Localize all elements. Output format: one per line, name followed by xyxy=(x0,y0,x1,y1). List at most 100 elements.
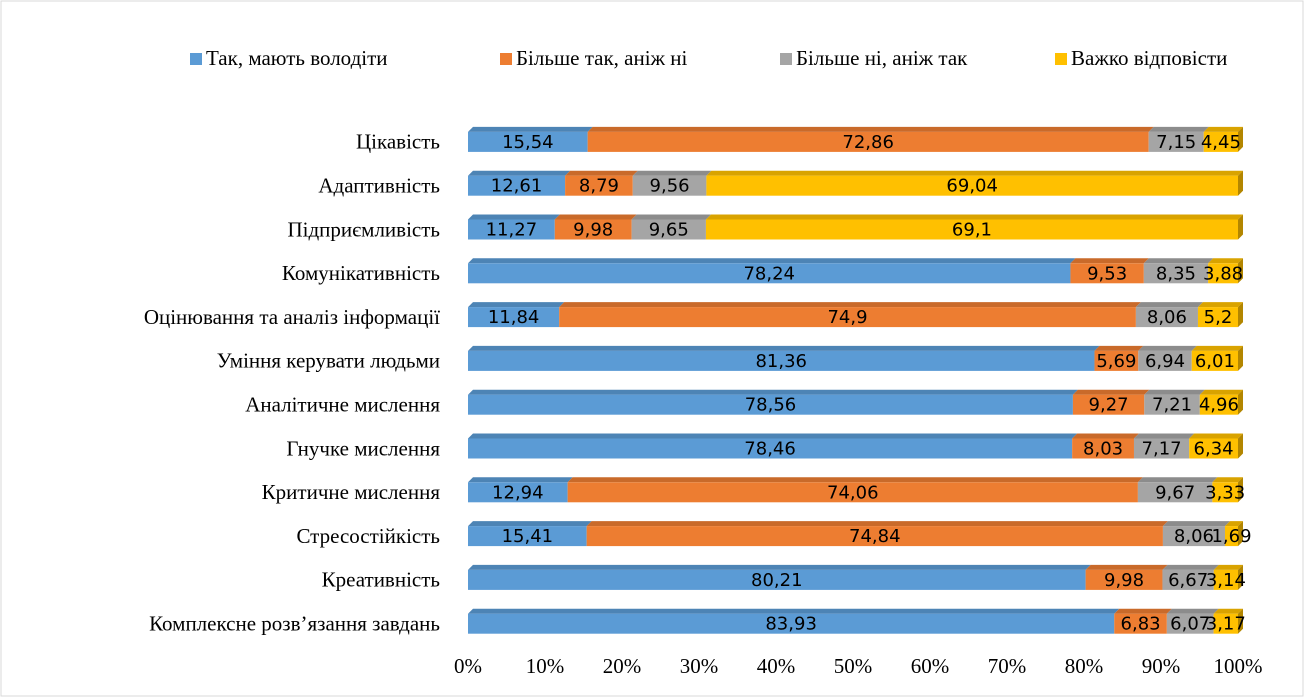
bar-segment xyxy=(632,170,712,196)
bar-front-face xyxy=(1191,350,1238,371)
bar-segment xyxy=(468,345,1100,371)
data-label: 8,06 xyxy=(1147,307,1187,328)
category-label: Підприємливість xyxy=(287,217,440,241)
bar-top-face xyxy=(468,126,593,132)
legend-swatch xyxy=(500,53,512,65)
bar-top-face xyxy=(468,389,1078,395)
bar-front-face xyxy=(706,175,1238,196)
bar-segment xyxy=(468,258,1076,284)
bar-front-face xyxy=(1208,263,1238,284)
bar-front-face xyxy=(1199,394,1238,415)
data-label: 9,98 xyxy=(573,220,613,241)
bar-segment xyxy=(1114,608,1172,634)
data-label: 8,03 xyxy=(1083,439,1123,460)
data-label: 9,27 xyxy=(1089,395,1129,416)
bar-side-face xyxy=(1238,214,1243,240)
data-label: 78,46 xyxy=(744,439,796,460)
data-label: 78,24 xyxy=(743,263,795,284)
bar-top-face xyxy=(468,608,1120,614)
data-label: 74,9 xyxy=(827,307,867,328)
data-label: 11,27 xyxy=(486,220,538,241)
data-label: 15,54 xyxy=(502,132,554,153)
x-tick-label: 0% xyxy=(454,654,482,678)
bar-front-face xyxy=(468,219,555,240)
bar-top-face xyxy=(567,477,1143,483)
data-label: 9,53 xyxy=(1087,263,1127,284)
bar-segment xyxy=(1162,564,1219,590)
bar-segment xyxy=(468,608,1120,634)
bar-top-face xyxy=(1213,608,1243,614)
bar-front-face xyxy=(1143,263,1209,284)
bar-side-face xyxy=(1238,126,1243,152)
category-label: Гнучке мислення xyxy=(286,436,440,460)
bar-side-face xyxy=(1238,302,1243,328)
data-label: 9,98 xyxy=(1104,570,1144,591)
bar-front-face xyxy=(1166,613,1214,634)
bar-side-face xyxy=(1238,477,1243,503)
x-tick-label: 10% xyxy=(526,654,565,678)
bar-front-face xyxy=(559,307,1136,328)
bar-segment xyxy=(468,389,1078,415)
bar-side-face xyxy=(1238,258,1243,284)
data-label: 9,56 xyxy=(650,176,690,197)
bar-top-face xyxy=(706,170,1243,176)
bar-segment xyxy=(706,170,1243,196)
bar-side-face xyxy=(1238,521,1243,547)
bar-front-face xyxy=(705,219,1238,240)
x-tick-label: 60% xyxy=(911,654,950,678)
bar-segment xyxy=(1135,302,1203,328)
x-tick-label: 100% xyxy=(1214,654,1263,678)
bar-segment xyxy=(705,214,1243,240)
bar-segment xyxy=(468,521,592,547)
bar-top-face xyxy=(586,521,1168,527)
data-label: 8,79 xyxy=(579,176,619,197)
bar-side-face xyxy=(1238,564,1243,590)
bar-front-face xyxy=(631,219,706,240)
data-label: 9,65 xyxy=(649,220,689,241)
bar-front-face xyxy=(1162,569,1214,590)
bar-front-face xyxy=(567,482,1138,503)
bar-top-face xyxy=(468,521,592,527)
bar-segment xyxy=(586,521,1168,547)
x-tick-label: 90% xyxy=(1142,654,1181,678)
bar-front-face xyxy=(468,131,588,152)
bar-top-face xyxy=(468,258,1076,264)
bar-side-face xyxy=(1238,389,1243,415)
bar-segment xyxy=(1085,564,1168,590)
data-label: 74,06 xyxy=(827,482,879,503)
legend-swatch xyxy=(1055,53,1067,65)
bar-segment xyxy=(1208,258,1243,284)
bar-front-face xyxy=(565,175,633,196)
bar-segment xyxy=(1143,258,1214,284)
legend-label: Більше так, аніж ні xyxy=(516,46,688,70)
category-label: Комплексне розв’язання завдань xyxy=(149,612,440,636)
x-tick-label: 80% xyxy=(1065,654,1104,678)
data-label: 72,86 xyxy=(842,132,894,153)
bar-top-face xyxy=(565,170,638,176)
x-tick-label: 40% xyxy=(757,654,796,678)
bar-segment xyxy=(1191,345,1243,371)
bar-top-face xyxy=(1203,126,1243,132)
bar-segment xyxy=(1144,389,1205,415)
bar-top-face xyxy=(468,214,560,220)
bar-front-face xyxy=(586,526,1163,547)
bar-top-face xyxy=(1166,608,1219,614)
data-label: 4,45 xyxy=(1201,132,1241,153)
bar-top-face xyxy=(1072,389,1150,395)
bar-front-face xyxy=(468,569,1086,590)
data-label: 1,69 xyxy=(1211,526,1251,547)
bar-top-face xyxy=(1224,521,1243,527)
bar-front-face xyxy=(587,131,1149,152)
bar-top-face xyxy=(468,433,1078,439)
bar-front-face xyxy=(1197,307,1238,328)
bar-front-face xyxy=(1148,131,1204,152)
bar-segment xyxy=(1070,258,1149,284)
bar-segment xyxy=(1189,433,1243,459)
legend-label: Важко відповісти xyxy=(1071,46,1227,70)
bar-front-face xyxy=(1224,526,1238,547)
bar-segment xyxy=(554,214,637,240)
bar-top-face xyxy=(1208,258,1243,264)
bar-top-face xyxy=(1199,389,1243,395)
category-label: Цікавість xyxy=(356,130,440,154)
bar-front-face xyxy=(468,613,1115,634)
